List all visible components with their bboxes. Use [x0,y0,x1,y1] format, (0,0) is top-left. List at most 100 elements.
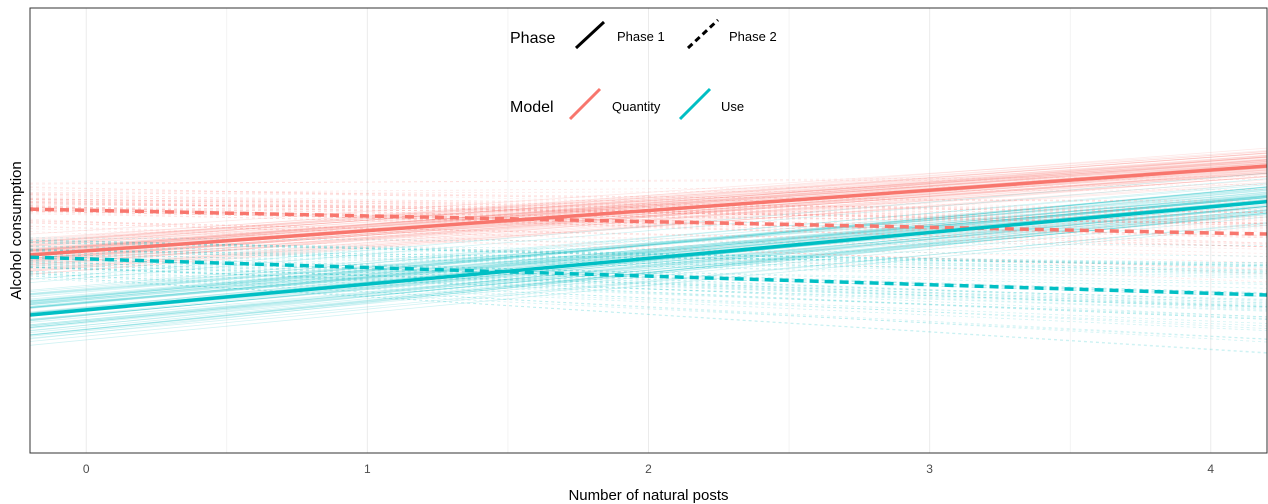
simulation-line [29,205,1268,248]
simulation-line [29,172,1268,280]
x-tick-label: 0 [83,462,90,476]
simulation-line [29,210,1268,323]
simulation-line [29,207,1268,248]
simulation-line [29,169,1268,259]
simulation-line [29,275,1268,354]
simulation-line [29,198,1268,217]
simulation-line [29,211,1268,329]
simulation-line [29,266,1268,312]
simulation-line [29,270,1268,308]
legend-model-title: Model [510,99,554,116]
simulation-line [29,222,1268,254]
simulation-line [29,253,1268,279]
simulation-line [29,248,1268,284]
simulation-line [29,197,1268,309]
simulation-line [29,156,1268,252]
simulation-line [29,209,1268,224]
legend-phase-2-key [686,18,720,50]
simulation-line [29,189,1268,301]
simulation-line [29,151,1268,243]
simulation-line [29,186,1268,304]
simulation-line [29,192,1268,295]
simulation-line [29,186,1268,303]
simulation-line [29,159,1268,251]
x-axis-title: Number of natural posts [568,487,728,504]
simulation-line [29,195,1268,305]
simulation-line [29,175,1268,275]
simulation-line [29,212,1268,328]
simulation-line [29,171,1268,263]
simulation-line [29,159,1268,242]
simulation-line [29,204,1268,212]
simulation-line [29,183,1268,194]
simulation-line [29,152,1268,246]
simulation-line [29,195,1268,308]
simulation-line [29,166,1268,268]
legend-quantity-label: Quantity [612,99,661,114]
simulation-line [29,248,1268,276]
simulation-line [29,160,1268,252]
simulation-line [29,195,1268,296]
simulation-line [29,228,1268,270]
simulation-line [29,168,1268,264]
simulation-line [29,213,1268,331]
x-tick-label: 3 [926,462,933,476]
simulation-line [29,204,1268,332]
simulation-line [29,194,1268,304]
simulation-line [29,176,1268,262]
simulation-line [29,161,1268,241]
simulation-line [29,249,1268,275]
simulation-line [29,178,1268,284]
simulation-line [29,250,1268,278]
simulation-line [29,211,1268,245]
simulation-line [29,207,1268,225]
simulation-line [29,197,1268,306]
simulation-line [29,172,1268,260]
simulation-line [29,214,1268,327]
simulation-line [29,207,1268,246]
simulation-line [29,202,1268,224]
simulation-line [29,222,1268,342]
simulation-line [29,196,1268,213]
simulation-line [29,278,1268,340]
simulation-line [29,221,1268,247]
simulation-line [29,245,1268,264]
legend-phase-1-label: Phase 1 [617,29,665,44]
simulation-line [29,162,1268,250]
simulation-line [29,193,1268,223]
simulation-line [29,257,1268,310]
simulation-line [29,205,1268,326]
simulation-line [29,206,1268,340]
simulation-line [29,173,1268,266]
grid [85,8,1212,453]
simulation-line [29,266,1268,320]
simulation-line [29,222,1268,258]
simulation-line [29,182,1268,294]
simulation-line [29,187,1268,211]
simulation-line [29,152,1268,246]
simulation-line [29,192,1268,202]
simulation-line [29,267,1268,329]
simulation-line [29,260,1268,305]
simulation-line [29,242,1268,257]
simulation-line [29,250,1268,297]
simulation-line [29,161,1268,249]
simulation-line [29,253,1268,294]
simulation-line [29,218,1268,275]
simulation-line [29,191,1268,314]
simulation-line [29,183,1268,270]
simulation-line [29,198,1268,211]
legend-use-key [678,87,712,121]
simulation-line [29,253,1268,274]
simulation-line [29,161,1268,243]
simulation-line [29,175,1268,272]
x-tick-label: 4 [1207,462,1214,476]
simulation-line [29,196,1268,309]
simulation-line [29,159,1268,250]
simulation-line [29,191,1268,295]
simulation-line [29,147,1268,244]
simulation-line [29,156,1268,245]
simulation-line [29,160,1268,252]
simulation-line [29,173,1268,259]
